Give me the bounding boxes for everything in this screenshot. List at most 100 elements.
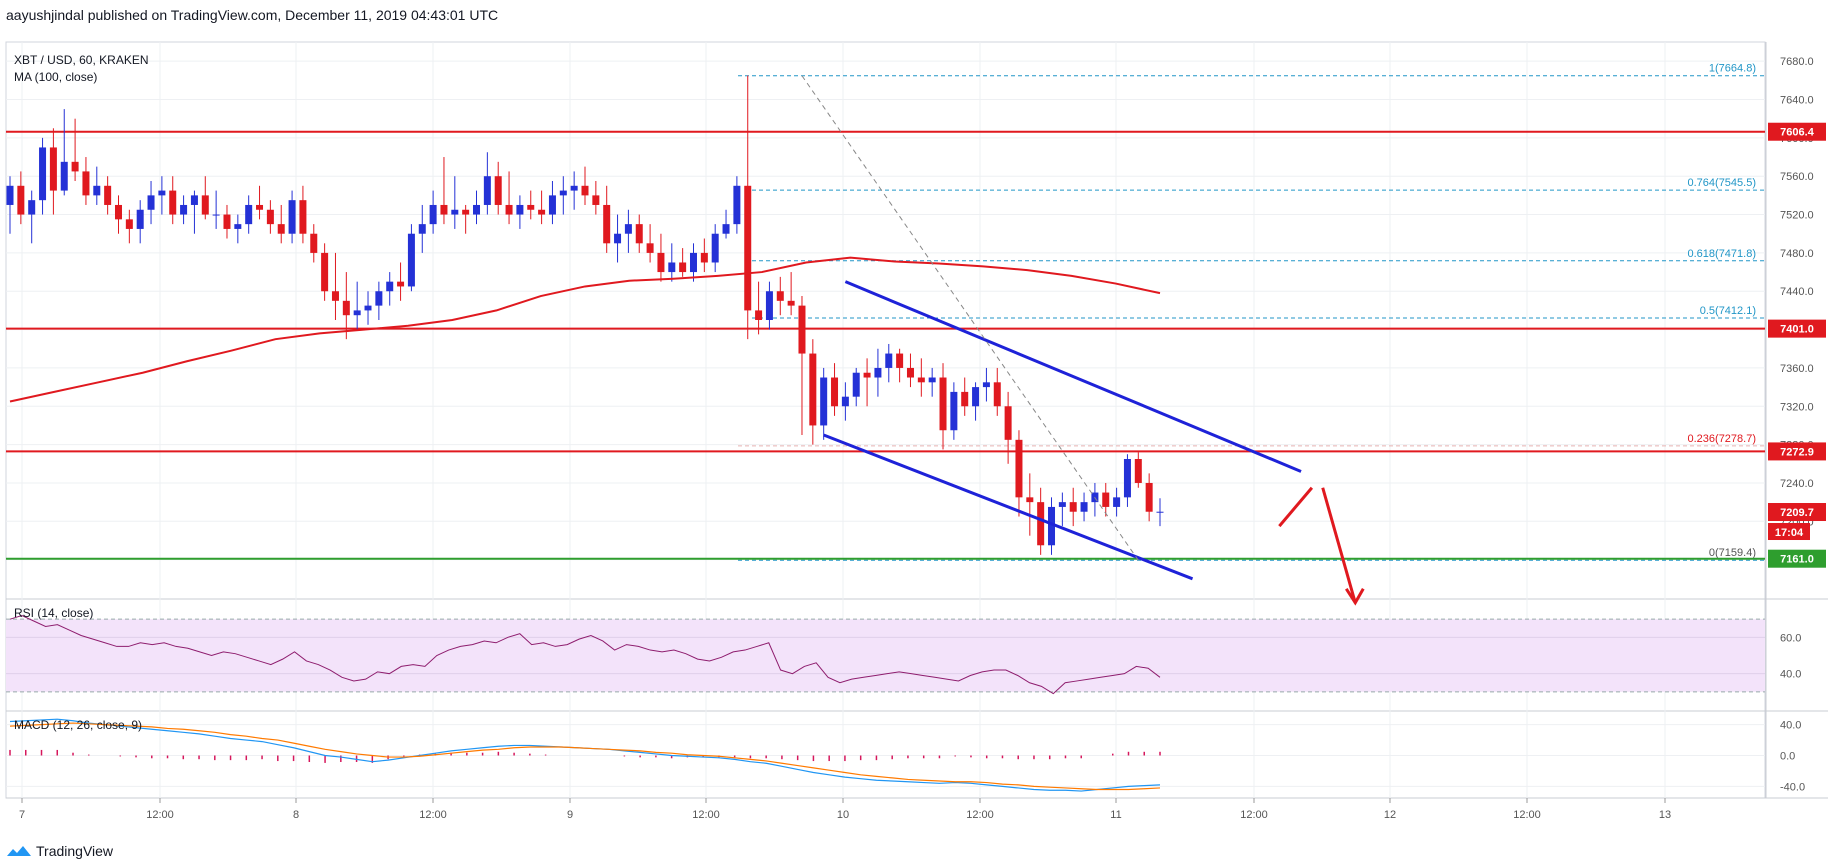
candle-body [223,214,231,229]
candle-body [331,291,339,301]
rsi-line [9,614,1161,695]
candle-body [733,185,741,225]
ma-legend-label: MA (100, close) [14,70,97,84]
candle-body [125,219,133,229]
tradingview-logo[interactable]: TradingView [6,840,113,862]
macd-signal-line [9,722,1161,791]
candle-body [266,209,274,225]
macd-tick-label: 40.0 [1780,720,1801,732]
candle-body [614,233,622,244]
candle-body [407,233,415,287]
price-tick-label: 7360.0 [1780,363,1814,375]
fib-level-label: 0.764(7545.5) [1688,177,1757,189]
rsi-legend-label: RSI (14, close) [14,606,93,620]
last-price-label: 7209.7 [1780,507,1814,519]
candle-body [603,204,611,244]
chart-title: XBT / USD, 60, KRAKEN [14,53,149,67]
candle-body [581,185,589,196]
x-tick-label: 12:00 [692,809,720,821]
candle-body [1102,492,1110,507]
x-tick-label: 12:00 [1513,809,1541,821]
channel-upper-line [844,280,1302,473]
author-name[interactable]: aayushjindal [6,7,84,23]
candle-body [397,281,405,287]
candle-body [689,252,697,273]
x-tick-label: 12 [1384,809,1396,821]
level-badge [1768,319,1826,338]
tradingview-logo-icon [7,846,31,856]
candle-body [668,262,676,273]
candle-body [1037,502,1045,546]
candle-body [245,204,253,225]
candle-body [765,291,773,320]
x-tick-label: 10 [837,809,849,821]
x-tick-label: 9 [567,809,573,821]
candle-body [559,190,567,196]
x-tick-label: 12:00 [419,809,447,821]
candle-body [364,305,372,311]
candle-body [1080,502,1088,512]
candle-body [82,171,90,196]
channel-lower-line [823,433,1194,581]
price-tick-label: 7320.0 [1780,401,1814,413]
candle-body [429,204,437,225]
candle-body [375,291,383,306]
price-tick-label: 7640.0 [1780,95,1814,107]
level-badge [1768,122,1826,141]
projection-arrow-head [1345,587,1365,606]
brand-name: TradingView [36,843,114,859]
candle-body [104,185,112,205]
price-tick-label: 7680.0 [1780,56,1814,68]
rsi-band [6,619,1765,692]
candle-body [570,185,578,191]
candle-body [722,224,730,234]
fib-level-label: 0.618(7471.8) [1688,248,1757,260]
candle-body [440,204,448,215]
candle-body [1145,482,1153,512]
ma-100-line [9,256,1161,403]
x-tick-label: 7 [19,809,25,821]
price-tick-label: 7440.0 [1780,286,1814,298]
candle-body [451,209,459,215]
candle-body [928,377,936,383]
level-badge [1768,442,1826,461]
candle-body [299,200,307,234]
candle-body [158,190,166,196]
candle-body [147,195,155,210]
candle-body [321,252,329,292]
candle-body [961,391,969,407]
candle-body [353,310,361,316]
fib-level-label: 1(7664.8) [1709,63,1756,75]
candle-body [548,195,556,215]
candle-body [136,209,144,229]
countdown-badge [1768,523,1810,541]
candle-body [234,224,242,229]
candle-body [798,305,806,354]
candle-body [679,262,687,273]
candle-body [744,185,752,311]
candle-body [39,147,47,201]
candle-body [93,185,101,196]
candle-body [212,214,220,216]
candle-body [169,190,177,215]
candle-body [1156,511,1164,513]
level-badge-label: 7606.4 [1780,127,1815,139]
candle-body [256,204,264,210]
candle-body [993,382,1001,407]
price-tick-label: 7520.0 [1780,210,1814,222]
candle-body [896,353,904,368]
price-tick-label: 7480.0 [1780,248,1814,260]
x-tick-label: 12:00 [966,809,994,821]
level-badge [1768,549,1826,568]
publish-info: published on TradingView.com, December 1… [87,7,499,23]
candle-body [190,195,198,205]
candle-body [809,353,817,426]
candle-body [1004,406,1012,440]
macd-tick-label: 0.0 [1780,751,1795,763]
candle-body [71,161,79,172]
candle-body [1123,459,1131,498]
candle-body [906,367,914,378]
level-badge-label: 7401.0 [1780,324,1814,336]
x-tick-label: 12:00 [1240,809,1268,821]
